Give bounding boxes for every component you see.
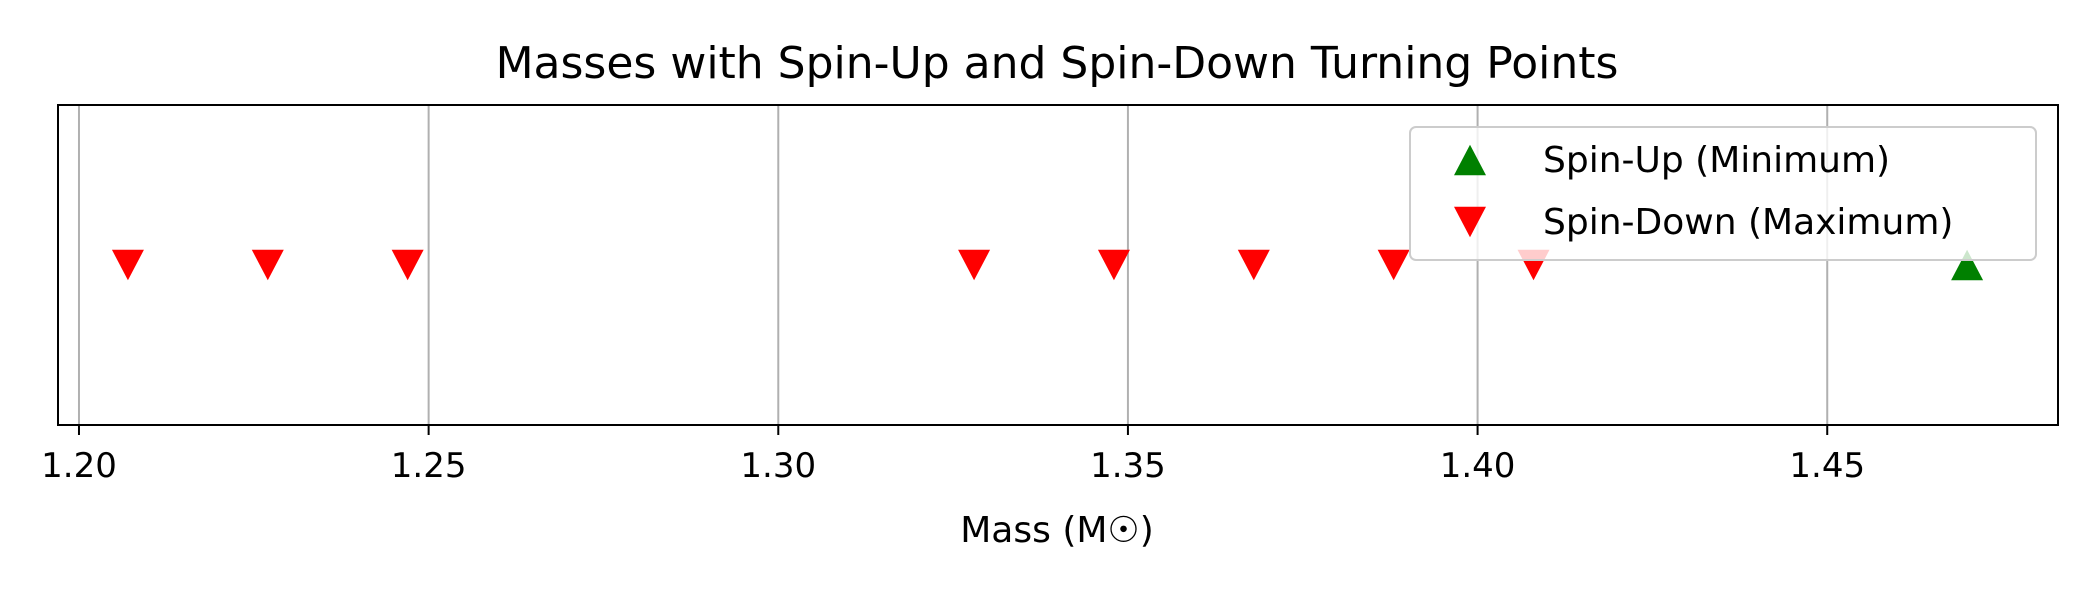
spin-down-marker [1097, 249, 1130, 281]
data-markers [111, 249, 1984, 281]
x-tick-label: 1.30 [740, 446, 816, 486]
spin-down-marker [111, 249, 144, 281]
x-tick-label: 1.20 [41, 446, 117, 486]
spin-down-marker [251, 249, 284, 281]
legend-label-spin-up: Spin-Up (Minimum) [1543, 140, 1890, 181]
x-tick-label: 1.40 [1440, 446, 1516, 486]
x-tick-label: 1.35 [1090, 446, 1166, 486]
spin-down-marker [958, 249, 991, 281]
legend-box [1409, 126, 2037, 261]
spin-down-marker [1377, 249, 1410, 281]
spin-up-marker [1951, 249, 1984, 281]
x-tick-label: 1.25 [391, 446, 467, 486]
spin-down-marker [1237, 249, 1270, 281]
legend-marker-spin-down [1454, 206, 1486, 238]
x-axis-label: Mass (M☉) [960, 510, 1154, 551]
chart-title: Masses with Spin-Up and Spin-Down Turnin… [496, 38, 1619, 89]
legend-marker-spin-up [1454, 144, 1486, 176]
plot-frame [57, 104, 2059, 426]
legend-label-spin-down: Spin-Down (Maximum) [1543, 202, 1953, 243]
legend: Spin-Up (Minimum) Spin-Down (Maximum) [1409, 126, 2037, 261]
grid-layer [77, 105, 1829, 425]
x-tick-label: 1.45 [1789, 446, 1865, 486]
spin-down-marker [391, 249, 424, 281]
x-ticks: 1.20 1.25 1.30 1.35 1.40 1.45 [41, 425, 1865, 486]
